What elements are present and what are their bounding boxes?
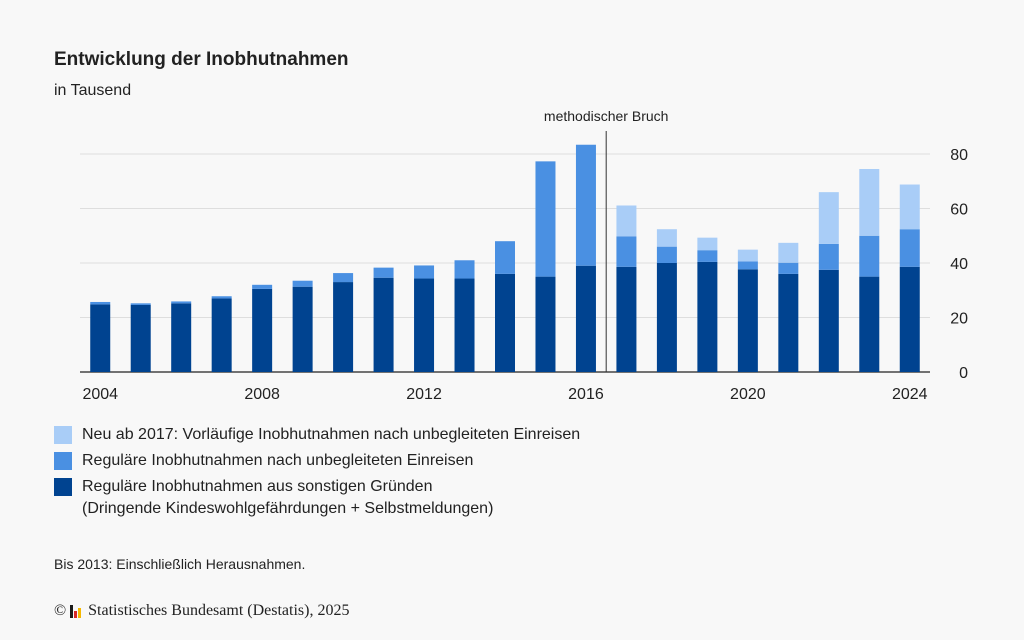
- legend-item-unaccompanied: Reguläre Inobhutnahmen nach unbegleitete…: [54, 450, 580, 472]
- bar-segment: [454, 278, 475, 372]
- bar-segment: [90, 301, 111, 305]
- legend-item-other-reasons: Reguläre Inobhutnahmen aus sonstigen Grü…: [54, 476, 580, 520]
- bar-segment: [616, 266, 637, 372]
- x-tick-label: 2016: [568, 386, 604, 403]
- y-tick-label: 20: [950, 311, 968, 328]
- bar-segment: [737, 261, 758, 270]
- bar-segment: [899, 184, 920, 230]
- bar-segment: [373, 277, 394, 372]
- bar-segment: [292, 286, 313, 372]
- bar-segment: [90, 304, 111, 372]
- bar-segment: [899, 266, 920, 372]
- y-tick-label: 60: [950, 202, 968, 219]
- bar-segment: [495, 241, 515, 274]
- bar-segment: [333, 273, 354, 283]
- bars: [90, 144, 920, 372]
- bar-segment: [211, 298, 232, 372]
- y-tick-labels: 0 20 40 60 80: [950, 147, 968, 382]
- x-tick-label: 2020: [730, 386, 766, 403]
- bar-segment: [859, 168, 880, 236]
- bar-segment: [697, 261, 718, 372]
- bar-segment: [818, 192, 839, 244]
- bar-segment: [535, 161, 556, 277]
- legend-swatch-light-blue: [54, 426, 72, 444]
- bar-segment: [818, 269, 839, 372]
- bar-segment: [252, 284, 273, 289]
- annotation-group: methodischer Bruch: [544, 108, 669, 372]
- bar-segment: [333, 282, 354, 372]
- footnote: Bis 2013: Einschließlich Herausnahmen.: [54, 556, 306, 572]
- bar-segment: [414, 265, 435, 279]
- x-tick-label: 2004: [82, 386, 118, 403]
- legend-item-provisional: Neu ab 2017: Vorläufige Inobhutnahmen na…: [54, 424, 580, 446]
- x-tick-label: 2012: [406, 386, 442, 403]
- bar-segment: [616, 205, 637, 237]
- bar-segment: [697, 237, 718, 251]
- y-tick-label: 40: [950, 256, 968, 273]
- bar-segment: [778, 262, 799, 274]
- y-tick-label: 0: [959, 365, 968, 382]
- bar-segment: [737, 249, 758, 262]
- x-tick-label: 2024: [892, 386, 928, 403]
- bar-segment: [130, 304, 151, 372]
- bar-segment: [252, 288, 273, 372]
- bar-segment: [656, 246, 677, 263]
- copyright-symbol: ©: [54, 602, 67, 619]
- bar-segment: [778, 273, 799, 372]
- bar-segment: [495, 273, 515, 372]
- bar-segment: [171, 301, 192, 304]
- legend-label: Reguläre Inobhutnahmen aus sonstigen Grü…: [82, 478, 433, 495]
- destatis-logo-icon: [70, 604, 82, 618]
- bar-segment: [414, 278, 435, 372]
- bar-segment: [171, 303, 192, 372]
- source-text: Statistisches Bundesamt (Destatis), 2025: [88, 602, 350, 619]
- method-break-label: methodischer Bruch: [544, 108, 669, 124]
- bar-segment: [292, 280, 313, 287]
- bar-segment: [859, 276, 880, 372]
- bar-segment: [535, 276, 556, 372]
- legend-label-detail: (Dringende Kindeswohlgefährdungen + Selb…: [82, 500, 494, 517]
- bar-segment: [130, 303, 151, 305]
- legend-swatch-dark-blue: [54, 478, 72, 496]
- chart-subtitle: in Tausend: [54, 82, 132, 99]
- bar-segment: [778, 242, 799, 263]
- bar-segment: [818, 243, 839, 270]
- bar-segment: [697, 250, 718, 262]
- legend-label: Neu ab 2017: Vorläufige Inobhutnahmen na…: [82, 426, 581, 443]
- bar-segment: [737, 269, 758, 372]
- bar-segment: [616, 236, 637, 267]
- bar-segment: [373, 267, 394, 278]
- x-tick-label: 2008: [244, 386, 280, 403]
- bar-segment: [656, 263, 677, 372]
- bar-segment: [454, 260, 475, 279]
- legend-label: Reguläre Inobhutnahmen nach unbegleitete…: [82, 452, 474, 469]
- bar-segment: [575, 144, 596, 266]
- legend: Neu ab 2017: Vorläufige Inobhutnahmen na…: [54, 424, 580, 524]
- chart-title: Entwicklung der Inobhutnahmen: [54, 49, 349, 70]
- bar-segment: [211, 296, 232, 299]
- stacked-bar-chart: 2004 2008 2012 2016 2020 2024 0 20 40 60 80 metho…: [80, 108, 968, 403]
- source-credit: © Statistisches Bundesamt (Destatis), 20…: [54, 602, 349, 620]
- bar-segment: [899, 229, 920, 267]
- x-tick-labels: 2004 2008 2012 2016 2020 2024: [82, 386, 927, 403]
- bar-segment: [656, 229, 677, 247]
- y-tick-label: 80: [950, 147, 968, 164]
- bar-segment: [575, 265, 596, 372]
- legend-swatch-mid-blue: [54, 452, 72, 470]
- bar-segment: [859, 235, 880, 277]
